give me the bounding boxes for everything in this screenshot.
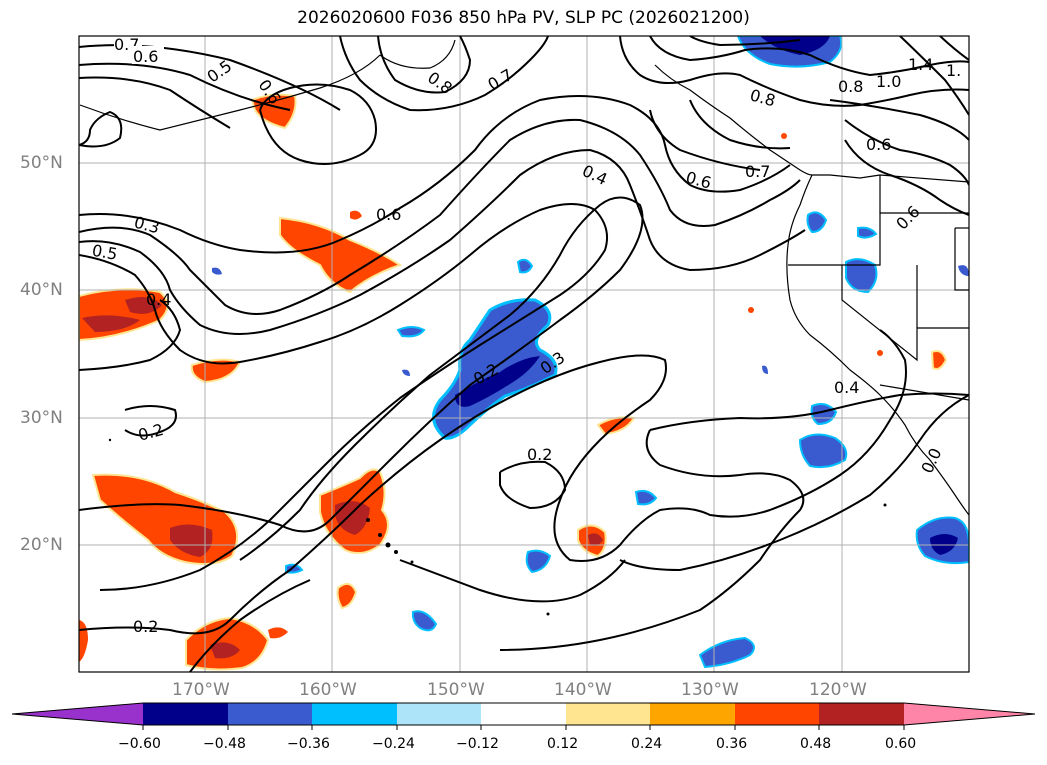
pv-region xyxy=(516,258,534,274)
colorbar-segment xyxy=(397,703,481,725)
contour-label: 0.5 xyxy=(91,241,119,264)
contour-label: 0.7 xyxy=(745,162,770,181)
contour-label: 1.0 xyxy=(876,72,901,91)
lon-label-140w: 140°W xyxy=(554,680,612,700)
pv-region xyxy=(335,501,370,535)
pv-region xyxy=(279,216,403,294)
colorbar-segment xyxy=(735,703,819,725)
pv-region xyxy=(781,133,787,139)
contour-label: 0.4 xyxy=(834,378,859,397)
pv-region xyxy=(958,265,969,276)
colorbar-tick-label: 0.36 xyxy=(716,736,748,752)
colorbar-segment xyxy=(312,703,397,725)
pv-region xyxy=(350,210,362,220)
pv-region xyxy=(762,365,768,374)
lon-label-130w: 130°W xyxy=(681,680,739,700)
pv-region xyxy=(82,315,140,332)
contour-label: 0.3 xyxy=(132,212,162,237)
pv-region xyxy=(396,326,426,338)
lon-label-120w: 120°W xyxy=(809,680,867,700)
colorbar-tick-label: 0.12 xyxy=(547,736,579,752)
pv-region xyxy=(634,489,658,506)
pv-region xyxy=(212,267,222,275)
coastlines xyxy=(79,39,969,516)
pv-region xyxy=(210,642,240,659)
pv-positive-regions xyxy=(79,93,948,671)
pv-region xyxy=(91,473,239,565)
contour-label: 0.8 xyxy=(424,68,456,98)
colorbar-segment xyxy=(819,703,904,725)
lat-label-20n: 20°N xyxy=(20,535,63,555)
colorbar-segment xyxy=(650,703,735,725)
plot-frame xyxy=(78,35,970,673)
pv-region xyxy=(877,350,883,356)
pv-region xyxy=(857,226,878,239)
pv-region xyxy=(748,307,754,313)
colorbar-tick-label: 0.60 xyxy=(885,736,917,752)
contour-label: 0.2 xyxy=(136,420,166,445)
colorbar-segment xyxy=(481,703,566,725)
pv-region xyxy=(170,524,213,557)
pv-region xyxy=(930,350,948,370)
contour-label: 0.4 xyxy=(579,161,610,189)
contour-label: 0.2 xyxy=(133,617,158,636)
contour-label: 0.6 xyxy=(892,202,923,233)
lat-label-50n: 50°N xyxy=(20,153,63,173)
lon-label-170w: 170°W xyxy=(172,680,230,700)
lon-label-160w: 160°W xyxy=(299,680,357,700)
contour-label: 0.2 xyxy=(527,445,552,464)
pv-region xyxy=(845,258,878,294)
pv-region xyxy=(190,358,242,384)
pv-region xyxy=(268,627,288,639)
colorbar-tick-label: −0.60 xyxy=(118,736,161,752)
colorbar-segment xyxy=(143,703,228,725)
pv-region xyxy=(588,533,603,546)
contour-label: 0.6 xyxy=(376,205,401,224)
contour-label: 0.0 xyxy=(917,445,945,476)
lat-label-40n: 40°N xyxy=(20,280,63,300)
contour-label: 1. xyxy=(946,61,961,80)
pv-region xyxy=(806,211,828,234)
pv-negative-regions xyxy=(212,36,969,669)
lat-label-30n: 30°N xyxy=(20,408,63,428)
contour-label: 0.7 xyxy=(484,65,516,94)
lon-label-150w: 150°W xyxy=(427,680,485,700)
colorbar-extend-left xyxy=(12,703,143,725)
map-title: 2026020600 F036 850 hPa PV, SLP PC (2026… xyxy=(297,8,750,28)
colorbar-tick-label: −0.36 xyxy=(287,736,330,752)
colorbar-tick-label: 0.48 xyxy=(800,736,832,752)
graticule xyxy=(79,36,969,672)
colorbar-tick-label: −0.24 xyxy=(372,736,415,752)
pv-region xyxy=(402,369,410,376)
colorbar-tick-label: −0.12 xyxy=(456,736,499,752)
contour-label: 0.6 xyxy=(684,168,714,193)
pv-region xyxy=(698,636,755,669)
contour-label: 0.4 xyxy=(146,290,171,309)
pv-region xyxy=(79,620,88,662)
pv-region xyxy=(455,356,540,407)
contour-label: 0.8 xyxy=(838,77,863,96)
slp-contours xyxy=(79,36,969,672)
contour-label: 1.4 xyxy=(908,55,933,74)
pv-region xyxy=(760,36,830,55)
islands xyxy=(108,438,887,616)
colorbar-segment xyxy=(566,703,650,725)
colorbar-tick-label: 0.24 xyxy=(631,736,663,752)
contour-label: 0.6 xyxy=(133,47,158,66)
contour-label: 0.6 xyxy=(866,135,891,154)
pv-region xyxy=(798,433,848,469)
colorbar-extend-right xyxy=(904,703,1035,725)
colorbar-tick-label: −0.48 xyxy=(203,736,246,752)
pv-region xyxy=(336,582,358,610)
colorbar-segment xyxy=(228,703,312,725)
pv-region xyxy=(411,610,438,632)
pv-region xyxy=(525,549,552,574)
colorbar xyxy=(11,702,1036,730)
